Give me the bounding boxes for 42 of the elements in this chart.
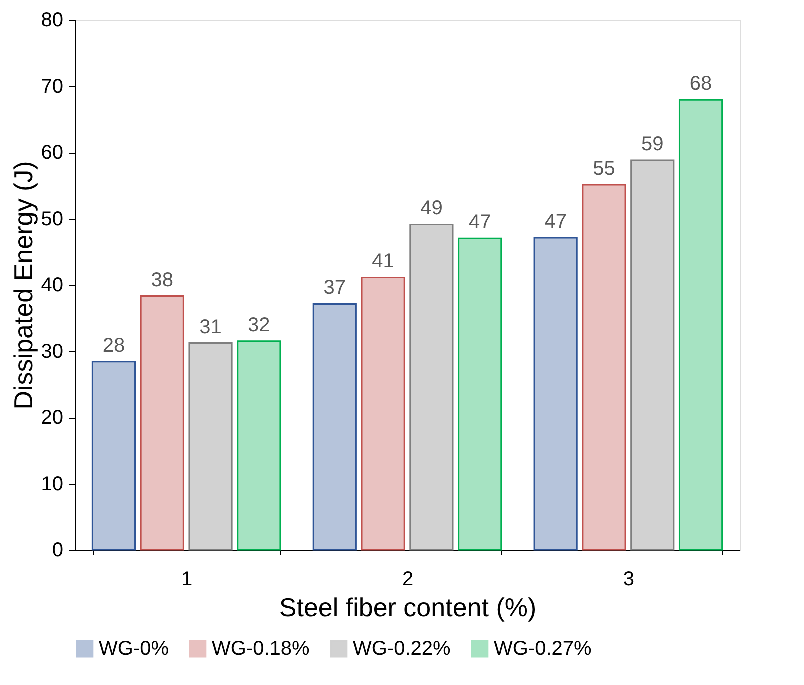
data-label: 68 bbox=[690, 73, 712, 96]
legend-label: WG-0.27% bbox=[494, 638, 592, 660]
y-tick-label: 40 bbox=[41, 274, 64, 296]
legend-label: WG-0.18% bbox=[212, 638, 310, 660]
x-tick-label: 2 bbox=[402, 568, 414, 590]
data-label: 49 bbox=[420, 198, 443, 220]
bar bbox=[312, 303, 357, 551]
y-tick-label: 70 bbox=[41, 76, 64, 98]
data-label: 38 bbox=[151, 269, 174, 292]
bar bbox=[92, 361, 136, 551]
bar bbox=[237, 340, 282, 551]
data-label: 41 bbox=[372, 250, 394, 273]
data-label: 37 bbox=[324, 277, 346, 300]
bar bbox=[678, 99, 724, 551]
y-tick-label: 80 bbox=[41, 10, 64, 32]
bar bbox=[458, 238, 502, 551]
data-label: 32 bbox=[248, 314, 270, 336]
legend-label: WG-0.22% bbox=[353, 638, 452, 660]
x-tick-label: 1 bbox=[182, 568, 193, 590]
data-label: 59 bbox=[642, 133, 664, 156]
bar bbox=[582, 184, 626, 551]
data-label: 47 bbox=[468, 212, 492, 234]
x-axis-title: Steel fiber content (%) bbox=[279, 592, 537, 622]
y-tick-label: 50 bbox=[41, 208, 64, 230]
legend-label: WG-0% bbox=[99, 638, 170, 660]
y-tick-label: 30 bbox=[41, 340, 64, 363]
y-tick-label: 10 bbox=[41, 473, 64, 496]
data-label: 31 bbox=[200, 316, 222, 338]
y-tick-label: 60 bbox=[41, 142, 64, 164]
bar bbox=[361, 276, 406, 551]
data-label: 47 bbox=[544, 210, 567, 233]
data-label: 28 bbox=[102, 334, 126, 357]
x-tick-label: 3 bbox=[623, 568, 634, 590]
bar bbox=[410, 224, 454, 551]
y-tick-label: 0 bbox=[52, 540, 64, 562]
data-label: 55 bbox=[593, 158, 616, 180]
bar bbox=[188, 342, 233, 551]
bar bbox=[630, 160, 675, 551]
bar bbox=[534, 237, 578, 551]
y-tick-label: 20 bbox=[41, 407, 64, 429]
bar bbox=[140, 296, 184, 551]
y-axis-title: Dissipated Energy (J) bbox=[8, 161, 38, 410]
